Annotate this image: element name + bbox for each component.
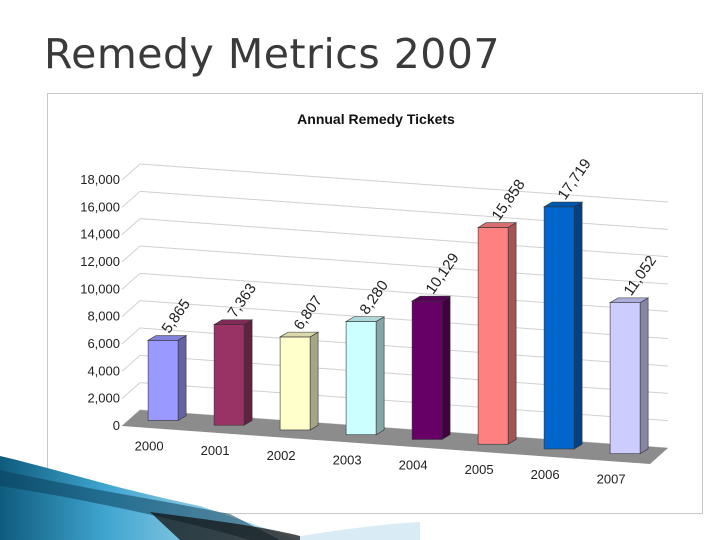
- gridline-side: [121, 245, 141, 263]
- y-tick-label: 8,000: [87, 309, 120, 324]
- gridline: [139, 163, 669, 203]
- x-tick-label: 2004: [399, 457, 428, 472]
- y-tick-label: 16,000: [80, 199, 120, 214]
- y-tick-label: 14,000: [80, 227, 120, 242]
- gridline-side: [121, 190, 141, 208]
- x-tick-label: 2005: [465, 462, 494, 477]
- bar: [147, 334, 188, 421]
- gridline-side: [121, 327, 141, 345]
- gridline: [139, 190, 669, 230]
- bar: [345, 316, 386, 436]
- y-tick-label: 2,000: [87, 391, 120, 406]
- y-tick-label: 18,000: [80, 172, 120, 187]
- x-tick-label: 2006: [531, 467, 560, 482]
- data-label: 10,129: [422, 250, 462, 297]
- data-label: 11,052: [620, 253, 660, 299]
- chart-title: Annual Remedy Tickets: [297, 111, 455, 127]
- x-tick-label: 2003: [333, 453, 362, 468]
- bar: [609, 297, 650, 455]
- bar: [213, 319, 254, 426]
- y-tick-label: 4,000: [87, 363, 120, 378]
- bar: [543, 201, 584, 450]
- y-tick-label: 6,000: [87, 336, 120, 351]
- data-label: 15,858: [488, 176, 528, 223]
- slide-title: Remedy Metrics 2007: [44, 30, 501, 78]
- chart-floor: [122, 410, 668, 464]
- data-label: 6,807: [290, 293, 325, 334]
- gridline: [139, 218, 669, 258]
- gridline: [139, 272, 669, 312]
- data-label: 8,280: [356, 277, 391, 318]
- bar: [411, 295, 452, 440]
- gridline: [139, 245, 669, 285]
- data-label: 7,363: [224, 280, 259, 321]
- y-tick-label: 10,000: [80, 281, 120, 296]
- x-tick-label: 2001: [201, 443, 230, 458]
- y-tick-label: 0: [113, 418, 120, 433]
- bar: [279, 331, 320, 431]
- gridline-side: [121, 382, 141, 400]
- bar: [477, 222, 518, 445]
- x-tick-label: 2007: [597, 472, 626, 487]
- gridline-side: [121, 300, 141, 318]
- gridline-side: [121, 272, 141, 290]
- x-tick-label: 2000: [135, 438, 164, 453]
- y-tick-label: 12,000: [80, 254, 120, 269]
- gridline-side: [121, 354, 141, 372]
- x-tick-label: 2002: [267, 448, 296, 463]
- gridline-side: [121, 163, 141, 181]
- gridline-side: [121, 218, 141, 236]
